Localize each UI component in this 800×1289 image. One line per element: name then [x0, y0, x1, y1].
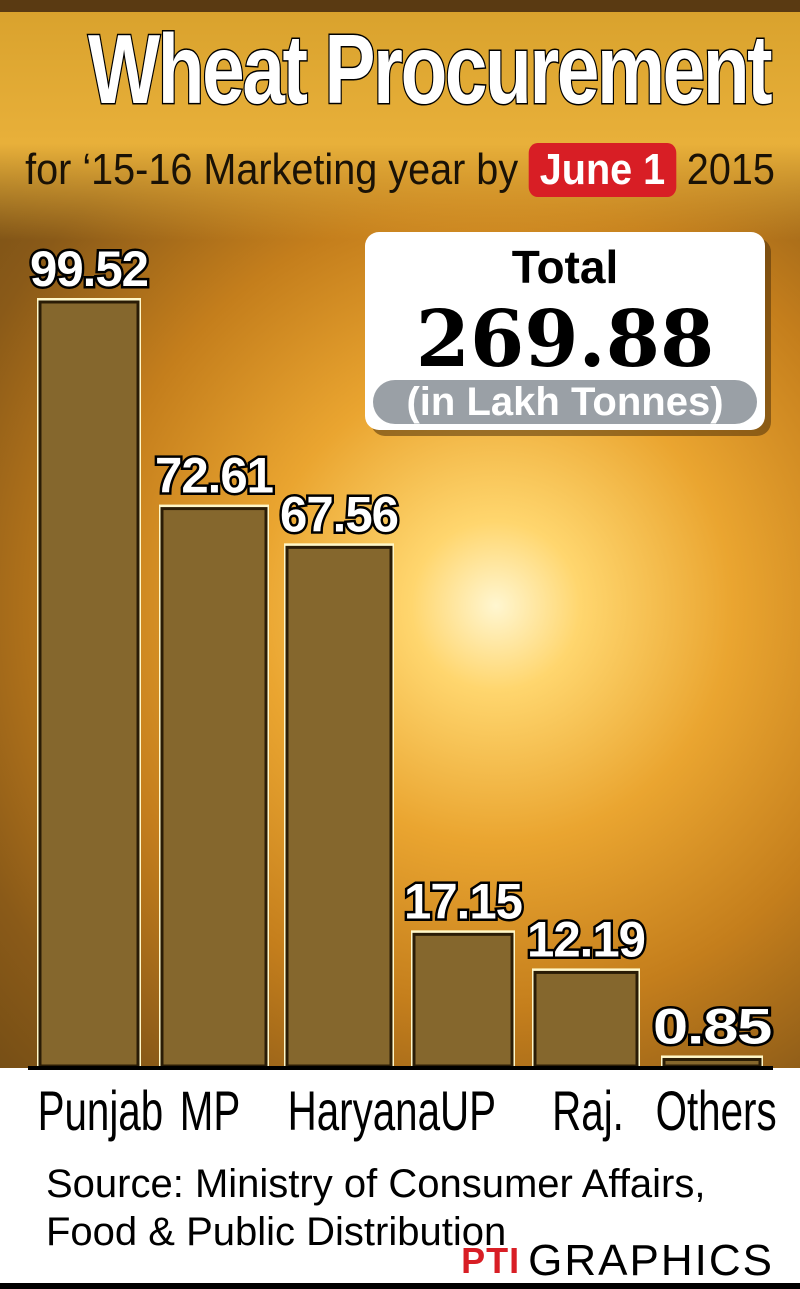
credit-text: GRAPHICS — [528, 1236, 774, 1285]
source-line-1: Source: Ministry of Consumer Affairs, — [46, 1162, 706, 1206]
category-label-raj: Raj. — [552, 1079, 624, 1142]
bottom-rule — [0, 1283, 800, 1289]
category-label-mp: MP — [179, 1079, 241, 1142]
category-label-punjab: Punjab — [37, 1079, 164, 1142]
subtitle-prefix: for ‘15-16 Marketing year by — [25, 145, 519, 194]
subtitle-suffix: 2015 — [686, 145, 775, 194]
bar-up — [412, 932, 514, 1068]
bar-value-label-others: 0.85 — [653, 998, 771, 1054]
bar-value-label-mp: 72.61 — [155, 448, 273, 504]
bar-value-label-punjab: 99.52 — [30, 241, 148, 297]
bar-mp — [160, 507, 268, 1068]
footer-panel — [0, 1068, 800, 1289]
source-note: Source: Ministry of Consumer Affairs, Fo… — [46, 1160, 766, 1256]
chart-subtitle: for ‘15-16 Marketing year by June 1 2015 — [25, 140, 775, 200]
category-label-others: Others — [655, 1079, 777, 1142]
date-highlight-badge: June 1 — [528, 143, 676, 197]
total-label: Total — [511, 241, 619, 293]
pti-graphics-credit: PTI GRAPHICS — [461, 1236, 774, 1285]
total-callout: Total 269.88 (in Lakh Tonnes) — [365, 232, 765, 430]
bar-value-label-haryana: 67.56 — [280, 486, 398, 542]
bar-haryana — [285, 545, 393, 1068]
pti-logo: PTI — [461, 1240, 521, 1281]
category-label-haryana: Haryana — [287, 1079, 441, 1142]
bar-value-label-up: 17.15 — [404, 873, 522, 929]
total-value: 269.88 — [415, 294, 715, 385]
total-unit-pill: (in Lakh Tonnes) — [373, 380, 757, 424]
bar-raj — [533, 970, 639, 1068]
chart-title: Wheat Procurement — [87, 13, 774, 126]
source-line-2: Food & Public Distribution — [46, 1210, 507, 1254]
chart-baseline — [28, 1066, 773, 1070]
category-label-up: UP — [439, 1079, 497, 1142]
bar-punjab — [38, 300, 140, 1068]
bar-value-label-raj: 12.19 — [527, 911, 645, 967]
